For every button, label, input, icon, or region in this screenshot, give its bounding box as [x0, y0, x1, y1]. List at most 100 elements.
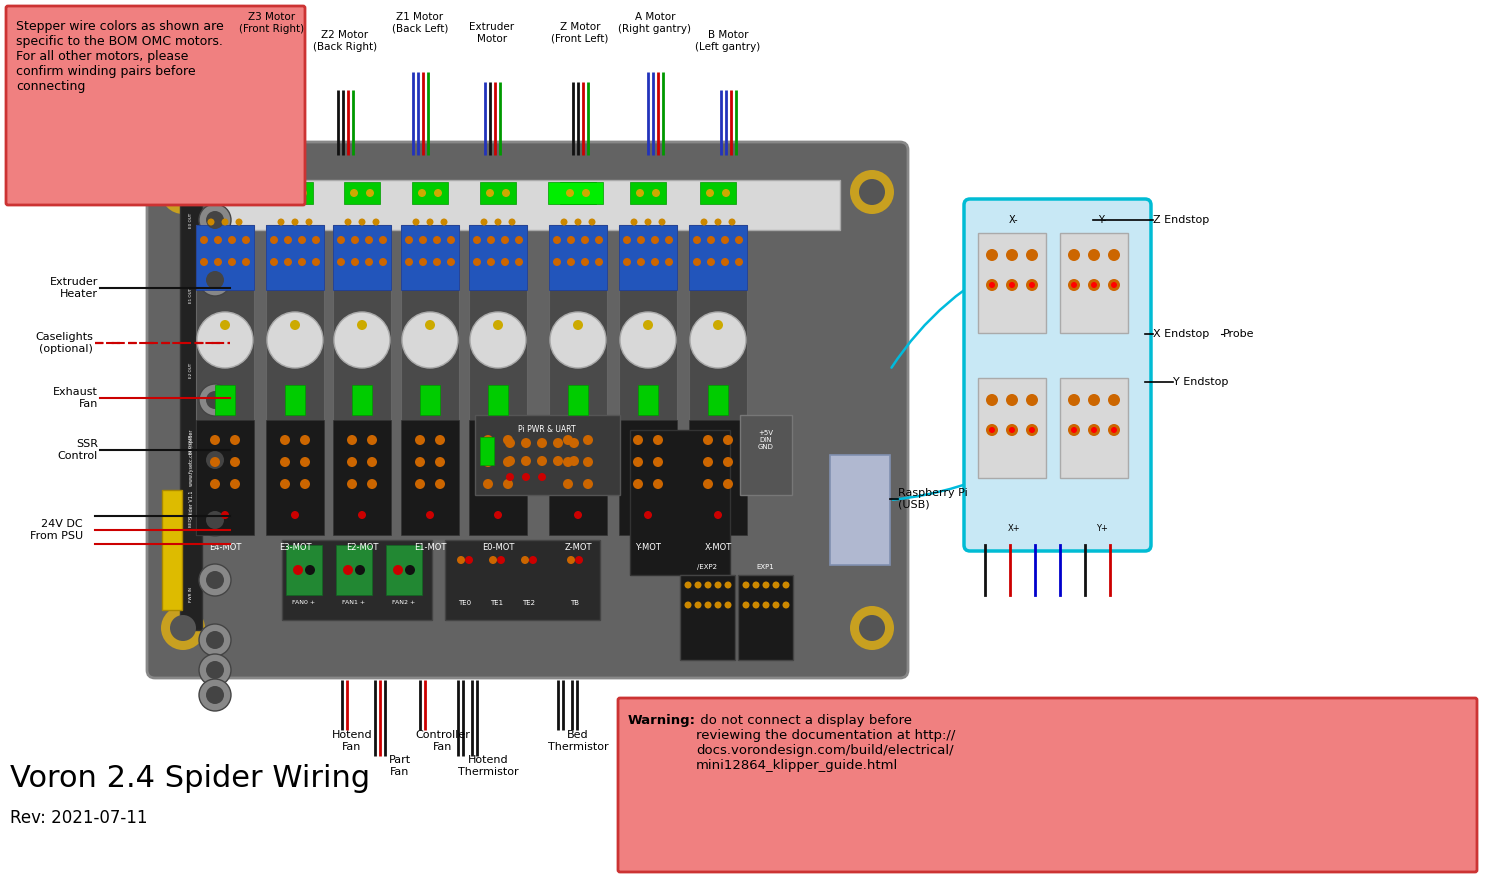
Circle shape: [415, 479, 426, 489]
Circle shape: [1006, 394, 1018, 406]
Text: E0 OUT: E0 OUT: [189, 212, 193, 227]
Bar: [699, 182, 737, 204]
Circle shape: [357, 320, 368, 330]
Text: E4-MOT: E4-MOT: [208, 543, 241, 552]
Circle shape: [347, 479, 357, 489]
Bar: [196, 225, 254, 290]
Circle shape: [567, 236, 574, 244]
Circle shape: [850, 606, 894, 650]
Text: PWR IN: PWR IN: [189, 588, 193, 602]
Circle shape: [562, 457, 573, 467]
Circle shape: [283, 189, 292, 197]
Text: Y-MOT: Y-MOT: [635, 543, 661, 552]
Circle shape: [290, 320, 301, 330]
Circle shape: [266, 312, 323, 368]
Bar: [333, 225, 391, 290]
Bar: [333, 420, 391, 535]
Bar: [549, 420, 607, 535]
Text: Raspberry Pi
(USB): Raspberry Pi (USB): [897, 488, 967, 510]
Circle shape: [336, 258, 345, 266]
Circle shape: [393, 565, 403, 575]
Circle shape: [426, 511, 434, 519]
Bar: [488, 385, 507, 415]
Text: A Motor
(Right gantry): A Motor (Right gantry): [619, 12, 692, 34]
Circle shape: [702, 479, 713, 489]
Circle shape: [652, 236, 659, 244]
Circle shape: [620, 312, 676, 368]
Circle shape: [1068, 394, 1080, 406]
Circle shape: [1112, 397, 1117, 403]
Circle shape: [1071, 252, 1077, 258]
Circle shape: [1071, 282, 1077, 288]
Text: Z Endstop: Z Endstop: [1153, 215, 1210, 225]
Circle shape: [722, 236, 729, 244]
Circle shape: [205, 571, 225, 589]
Circle shape: [503, 479, 513, 489]
Circle shape: [345, 218, 351, 225]
Bar: [629, 430, 731, 575]
Text: E1-MOT: E1-MOT: [414, 543, 446, 552]
Circle shape: [359, 218, 366, 225]
Circle shape: [199, 624, 231, 656]
Circle shape: [659, 218, 665, 225]
Circle shape: [503, 457, 513, 467]
Circle shape: [347, 435, 357, 445]
Circle shape: [170, 615, 196, 641]
Text: FAN1 +: FAN1 +: [342, 600, 366, 605]
Text: Voron 2.4 Spider Wiring: Voron 2.4 Spider Wiring: [10, 764, 371, 793]
Circle shape: [487, 258, 496, 266]
Circle shape: [199, 654, 231, 686]
Circle shape: [473, 236, 481, 244]
Circle shape: [420, 236, 427, 244]
Text: BED IN: BED IN: [189, 513, 193, 527]
Circle shape: [336, 236, 345, 244]
Text: 24V DC
From PSU: 24V DC From PSU: [30, 519, 83, 541]
Circle shape: [1006, 249, 1018, 261]
Text: Warning:: Warning:: [628, 714, 696, 727]
Circle shape: [1027, 394, 1039, 406]
Circle shape: [199, 444, 231, 476]
Text: Z Motor
(Front Left): Z Motor (Front Left): [552, 22, 609, 43]
Circle shape: [506, 473, 513, 481]
Circle shape: [199, 204, 231, 236]
Circle shape: [850, 170, 894, 214]
Circle shape: [199, 324, 231, 356]
Bar: [689, 225, 747, 290]
Circle shape: [205, 686, 225, 704]
Bar: [196, 225, 254, 535]
Text: TE1: TE1: [491, 600, 503, 606]
Circle shape: [643, 320, 653, 330]
Text: Extruder
Heater: Extruder Heater: [49, 278, 98, 299]
Circle shape: [487, 189, 494, 197]
Circle shape: [707, 236, 716, 244]
Circle shape: [412, 218, 420, 225]
Circle shape: [1109, 424, 1120, 436]
Text: Controller
Fan: Controller Fan: [415, 730, 470, 751]
Text: Hotend
Thermistor: Hotend Thermistor: [458, 755, 518, 777]
Circle shape: [497, 556, 504, 564]
Text: /EXP2: /EXP2: [696, 564, 717, 570]
Circle shape: [1071, 397, 1077, 403]
Circle shape: [351, 258, 359, 266]
Circle shape: [222, 218, 229, 225]
Bar: [420, 385, 440, 415]
Circle shape: [704, 601, 711, 608]
Circle shape: [229, 189, 237, 197]
Circle shape: [1112, 427, 1117, 433]
Circle shape: [1006, 424, 1018, 436]
Circle shape: [567, 556, 574, 564]
Bar: [978, 233, 1046, 333]
Bar: [400, 225, 458, 535]
Circle shape: [1030, 282, 1036, 288]
Circle shape: [1009, 252, 1015, 258]
Bar: [830, 455, 890, 565]
Circle shape: [743, 601, 750, 608]
Circle shape: [405, 565, 415, 575]
Circle shape: [205, 631, 225, 649]
Bar: [738, 575, 793, 660]
Circle shape: [632, 457, 643, 467]
Text: Exhaust
Fan: Exhaust Fan: [54, 387, 98, 408]
Circle shape: [554, 456, 562, 466]
Circle shape: [1091, 427, 1097, 433]
Circle shape: [723, 457, 734, 467]
